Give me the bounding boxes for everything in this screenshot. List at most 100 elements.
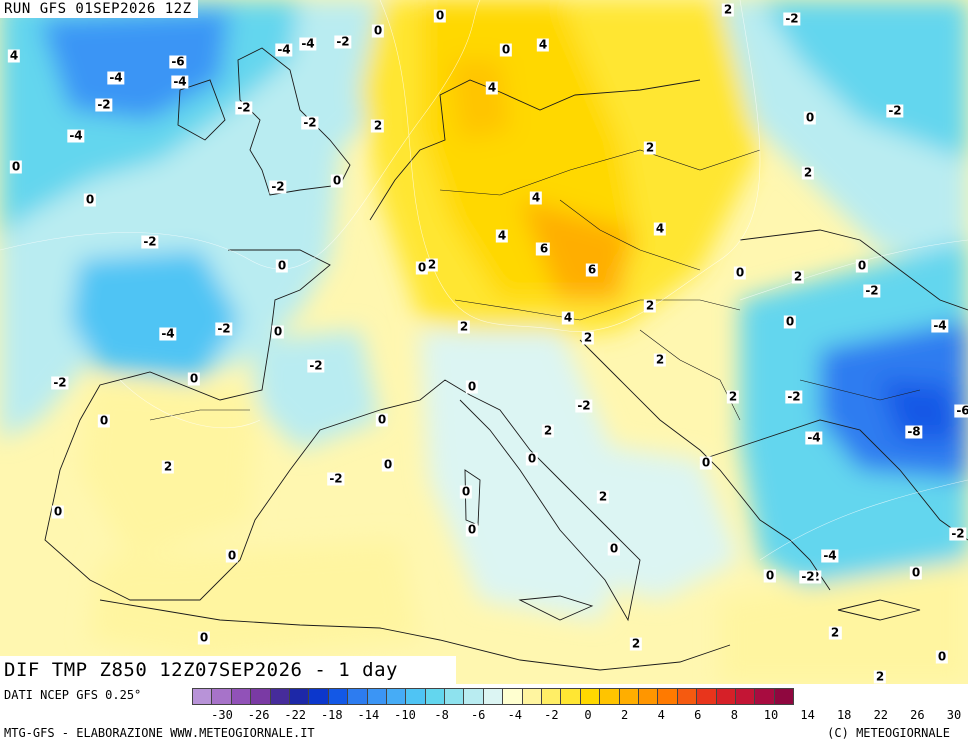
contour-value-label: 2 <box>541 423 555 438</box>
contour-value-label: -4 <box>171 74 189 89</box>
map-field <box>0 0 968 684</box>
color-swatch <box>773 688 795 705</box>
color-scale-tick-label: 8 <box>730 708 739 722</box>
contour-value-label: 2 <box>643 140 657 155</box>
contour-value-label: 0 <box>415 260 429 275</box>
contour-value-label: -6 <box>954 404 968 418</box>
color-scale-tick-label: 2 <box>620 708 629 722</box>
contour-value-label: 0 <box>197 630 211 645</box>
contour-value-label: 0 <box>935 649 949 664</box>
color-swatch <box>463 688 484 705</box>
coastlines <box>44 47 968 671</box>
contour-value-label: 0 <box>83 192 97 207</box>
contour-value-label: -2 <box>235 100 253 115</box>
contour-value-label: -4 <box>107 70 125 85</box>
color-swatch <box>327 688 349 705</box>
contour-value-label: 2 <box>828 625 842 640</box>
color-swatch <box>637 688 659 705</box>
color-scale-bar <box>192 688 795 705</box>
color-swatch <box>250 688 271 705</box>
contour-value-label: 2 <box>721 2 735 17</box>
color-scale-tick-label: 22 <box>873 708 889 722</box>
color-swatch <box>269 688 290 705</box>
color-swatch <box>385 688 407 705</box>
contour-value-label: 0 <box>525 451 539 466</box>
contour-value-label: 0 <box>733 265 747 280</box>
contour-value-label: 0 <box>607 541 621 556</box>
contour-value-label: -2 <box>785 389 803 404</box>
contour-value-label: 4 <box>561 310 575 325</box>
contour-value-label: 4 <box>653 221 667 236</box>
contour-value-label: 0 <box>855 258 869 273</box>
color-scale-tick-label: -6 <box>470 708 486 722</box>
color-swatch <box>657 688 678 705</box>
color-scale-tick-label: -14 <box>357 708 380 722</box>
color-swatch <box>521 688 543 705</box>
contour-value-label: 4 <box>7 48 21 63</box>
contour-value-label: 2 <box>653 352 667 367</box>
contour-value-label: 2 <box>791 269 805 284</box>
contour-value-label: 6 <box>585 262 599 277</box>
credit-right: (C) METEOGIORNALE <box>827 726 950 740</box>
contour-value-label: 0 <box>375 412 389 427</box>
color-swatch <box>502 688 523 705</box>
color-swatch <box>676 688 698 705</box>
contour-value-label: -6 <box>169 54 187 69</box>
run-title: RUN GFS 01SEP2026 12Z <box>0 0 198 18</box>
color-swatch <box>366 688 387 705</box>
contour-value-label: -2 <box>141 234 159 249</box>
color-swatch <box>734 688 756 705</box>
color-scale-tick-label: 10 <box>763 708 779 722</box>
contour-value-label: 0 <box>459 484 473 499</box>
contour-value-label: 2 <box>581 330 595 345</box>
isotherms <box>0 0 968 561</box>
contour-value-label: -2 <box>783 11 801 26</box>
contour-value-label: -2 <box>949 526 967 541</box>
color-swatch <box>715 688 736 705</box>
contour-value-label: 2 <box>161 459 175 474</box>
contour-value-label: -4 <box>275 42 293 57</box>
contour-value-label: -2 <box>799 569 817 584</box>
contour-value-label: -4 <box>805 430 823 445</box>
color-swatch <box>541 688 562 705</box>
contour-value-label: 4 <box>529 190 543 205</box>
color-legend: DATI NCEP GFS 0.25° -30 -26 -22 -18 -14 -10 -8… <box>0 684 968 745</box>
color-scale-tick-label: 6 <box>694 708 702 722</box>
contour-value-label: -4 <box>821 548 839 563</box>
color-scale-tick-label: 26 <box>910 708 925 722</box>
borders <box>149 149 921 421</box>
credit-left: MTG-GFS - ELABORAZIONE WWW.METEOGIORNALE… <box>4 726 315 740</box>
color-swatch <box>754 688 775 705</box>
contour-value-label: -4 <box>931 318 949 333</box>
contour-value-label: 0 <box>97 413 111 428</box>
contour-value-label: -2 <box>863 283 881 298</box>
color-scale-tick-label: -2 <box>544 708 559 722</box>
contour-value-label: 2 <box>643 298 657 313</box>
contour-value-label: -2 <box>95 97 113 112</box>
color-scale-tick-label: -30 <box>211 708 233 722</box>
contour-value-label: 0 <box>9 159 23 174</box>
color-scale-tick-label: 30 <box>946 708 962 722</box>
contour-value-label: 0 <box>381 457 395 472</box>
color-scale-tick-label: -8 <box>434 708 449 722</box>
contour-value-label: 0 <box>465 522 479 537</box>
contour-value-label: -8 <box>905 424 923 439</box>
contour-value-label: 2 <box>873 669 887 684</box>
color-scale-tick-label: -26 <box>247 708 270 722</box>
contour-value-label: 2 <box>629 636 643 651</box>
color-scale-tick-label: 4 <box>657 708 665 722</box>
contour-value-label: 2 <box>596 489 610 504</box>
color-scale-tick-label: 18 <box>836 708 852 722</box>
contour-value-label: 0 <box>763 568 777 583</box>
contour-value-label: 0 <box>783 314 797 329</box>
contour-value-label: -2 <box>575 398 593 413</box>
data-source-label: DATI NCEP GFS 0.25° <box>4 688 142 702</box>
color-scale-tick-label: -4 <box>507 708 523 722</box>
color-swatch <box>405 688 426 705</box>
color-swatch <box>347 688 368 705</box>
contour-value-label: 6 <box>537 241 551 256</box>
contour-value-label: 2 <box>801 165 815 180</box>
contour-value-label: 0 <box>465 379 479 394</box>
color-scale-tick-label: -18 <box>320 708 343 722</box>
color-swatch <box>444 688 465 705</box>
